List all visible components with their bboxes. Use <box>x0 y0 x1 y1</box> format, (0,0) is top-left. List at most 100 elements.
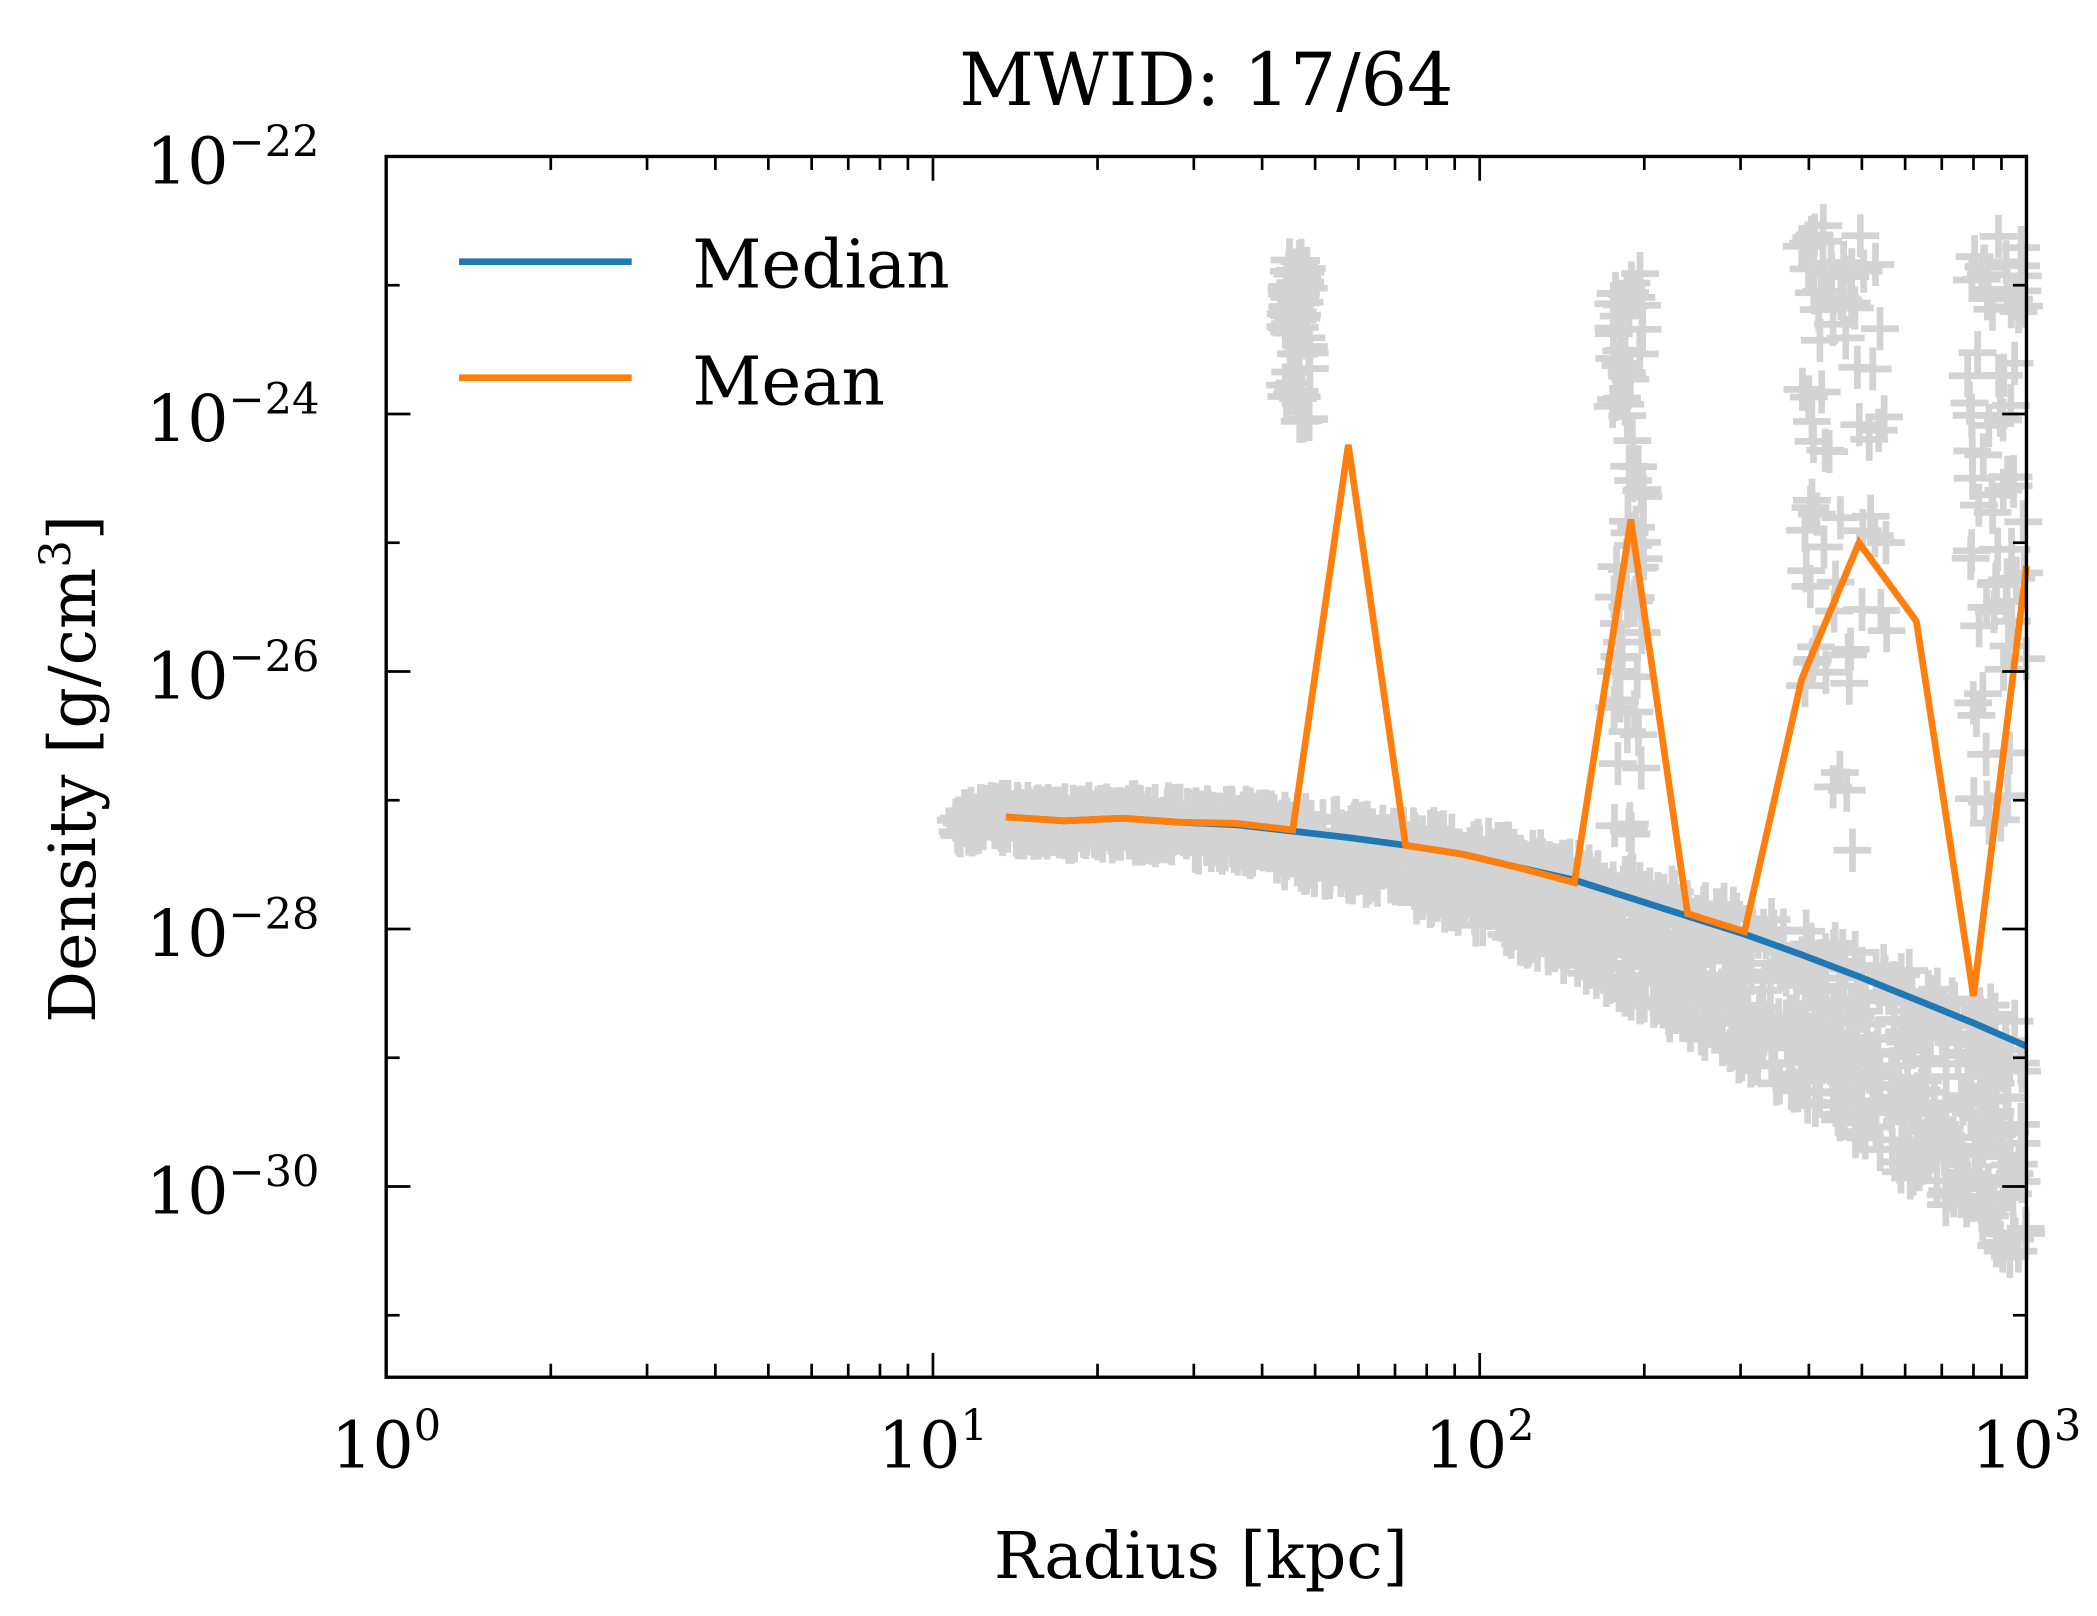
scatter-point <box>1795 213 1834 257</box>
scatter-point <box>1115 789 1154 834</box>
scatter-point <box>1599 742 1637 786</box>
scatter-point <box>1337 852 1376 896</box>
x-tick-label: 102 <box>1425 1402 1535 1484</box>
scatter-point <box>1622 469 1661 513</box>
scatter-point <box>1990 1042 2029 1086</box>
scatter-point <box>1999 290 2038 334</box>
scatter-point <box>1829 633 1868 677</box>
scatter-point <box>1984 1046 2023 1091</box>
scatter-point <box>1993 599 2031 643</box>
x-axis-label: Radius [kpc] <box>994 1519 1408 1594</box>
scatter-point <box>1806 1006 1845 1051</box>
scatter-point <box>1601 679 1640 723</box>
scatter-point <box>1608 394 1647 438</box>
legend-median-label: Median <box>692 224 949 303</box>
scatter-point <box>1608 710 1647 754</box>
y-tick-label: 10−26 <box>146 632 319 714</box>
scatter-point <box>1185 795 1224 839</box>
scatter-point <box>1839 1110 1878 1154</box>
scatter-point <box>1865 395 1904 439</box>
scatter-point <box>1921 1102 1960 1146</box>
scatter-point <box>1287 316 1326 360</box>
scatter-point <box>1805 525 1843 569</box>
scatter-point <box>1979 214 2018 259</box>
scatter-point <box>1814 302 1852 346</box>
scatter-point <box>1691 975 1730 1020</box>
scatter-point <box>1595 804 1634 848</box>
scatter-point <box>1810 430 1849 474</box>
scatter-point <box>1773 1052 1812 1096</box>
scatter-point <box>1614 458 1653 503</box>
scatter-point <box>1885 1010 1923 1054</box>
scatter-point <box>1882 953 1921 997</box>
scatter-point <box>1774 940 1813 984</box>
scatter-point <box>1857 1030 1896 1074</box>
scatter-point <box>1752 1042 1791 1086</box>
scatter-point <box>1988 558 2027 602</box>
scatter-point <box>1613 419 1652 463</box>
scatter-point <box>1838 345 1877 389</box>
chart-title: MWID: 17/64 <box>959 38 1453 123</box>
scatter-point <box>1777 1016 1816 1060</box>
scatter-point <box>1703 1022 1742 1066</box>
scatter-point <box>1752 897 1791 942</box>
scatter-point <box>1744 908 1783 953</box>
scatter-point <box>1963 672 2002 716</box>
scatter-point <box>1906 1136 1945 1180</box>
x-tick-label: 103 <box>1972 1402 2082 1484</box>
scatter-point <box>1968 1089 2007 1133</box>
plot-frame <box>384 154 2029 1379</box>
scatter-point <box>1953 456 1992 500</box>
scatter-point <box>1420 850 1458 894</box>
scatter-point <box>1295 830 1333 874</box>
scatter-point <box>1659 986 1697 1030</box>
scatter-point <box>1844 249 1883 293</box>
scatter-point <box>1621 252 1659 296</box>
scatter-point <box>1909 1036 1947 1081</box>
scatter-point <box>1624 537 1663 581</box>
scatter-point <box>1833 828 1872 872</box>
scatter-point <box>1967 732 2006 776</box>
scatter-point <box>1971 1194 2009 1238</box>
series-lines <box>1005 444 2030 1050</box>
y-tick-label: 10−28 <box>146 890 319 972</box>
scatter-point <box>1801 978 1840 1022</box>
scatter-point <box>1663 901 1701 945</box>
scatter-point <box>1968 267 2007 311</box>
scatter-point <box>1789 375 1828 419</box>
scatter-point <box>1482 898 1520 942</box>
scatter-point <box>2003 269 2042 313</box>
scatter-point <box>1821 496 1860 540</box>
scatter-point <box>1934 1174 1973 1218</box>
scatter-point <box>1960 604 1999 648</box>
scatter-point <box>1806 933 1845 977</box>
scatter-point <box>1934 1125 1973 1169</box>
scatter-point <box>1079 817 1117 861</box>
scatter-point <box>1625 979 1664 1023</box>
y-axis-label: Density [g/cm3] <box>32 515 111 1023</box>
scatter-point <box>1271 350 1310 394</box>
scatter-point <box>1366 830 1405 874</box>
scatter-point <box>1216 825 1255 870</box>
scatter-point <box>1954 777 1993 821</box>
scatter-point <box>1991 383 2030 428</box>
scatter-point <box>2004 500 2043 544</box>
scatter-point <box>1992 527 2031 572</box>
scatter-point <box>1787 549 1826 593</box>
scatter-point <box>1857 1105 1895 1149</box>
scatter-point <box>1711 939 1750 983</box>
legend: Median Mean <box>459 224 950 421</box>
scatter-point <box>1713 979 1752 1023</box>
legend-mean-label: Mean <box>692 342 885 421</box>
scatter-point <box>1622 746 1661 790</box>
scatter-point <box>1982 1133 2020 1177</box>
scatter-point <box>2002 225 2040 270</box>
scatter-point <box>1800 1071 1839 1115</box>
scatter-point <box>1551 838 1589 882</box>
scatter-point <box>1944 1082 1982 1126</box>
series-line-mean <box>1005 444 2030 997</box>
x-tick-label: 101 <box>878 1402 988 1484</box>
scatter-point <box>1938 1132 1977 1176</box>
scatter-point <box>1901 1128 1939 1172</box>
